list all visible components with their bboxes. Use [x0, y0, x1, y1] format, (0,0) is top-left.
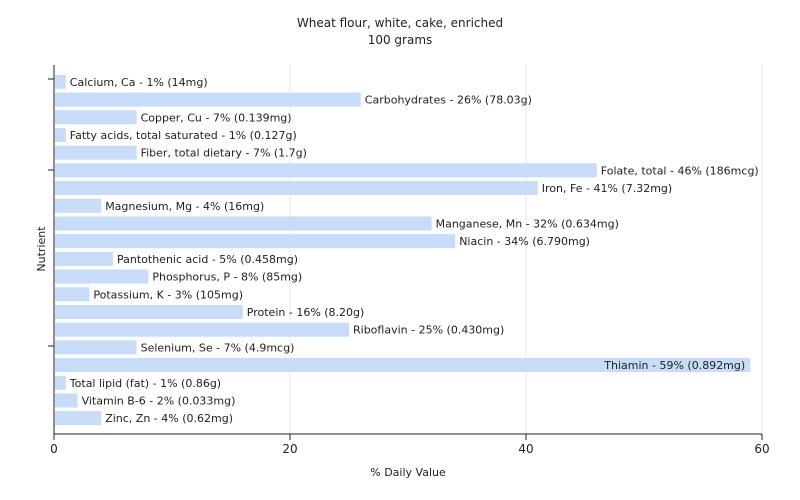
bar-label: Potassium, K - 3% (105mg)	[93, 288, 243, 301]
bars-group	[55, 74, 751, 426]
plot-area	[54, 65, 762, 434]
bar	[55, 110, 137, 125]
x-tick-label: 40	[518, 442, 533, 456]
bar	[55, 340, 137, 355]
bar-label: Fatty acids, total saturated - 1% (0.127…	[70, 129, 297, 142]
y-axis-title: Nutrient	[35, 226, 48, 272]
bar	[55, 127, 66, 142]
bar-label: Iron, Fe - 41% (7.32mg)	[542, 182, 672, 195]
x-tick-label: 20	[282, 442, 297, 456]
bar-label: Niacin - 34% (6.790mg)	[459, 235, 590, 248]
chart-subtitle: 100 grams	[368, 33, 433, 47]
bar	[55, 198, 102, 213]
bar-label: Calcium, Ca - 1% (14mg)	[70, 76, 208, 89]
bar	[55, 304, 243, 319]
bar-label: Zinc, Zn - 4% (0.62mg)	[105, 412, 233, 425]
bar-label: Total lipid (fat) - 1% (0.86g)	[69, 377, 221, 390]
bar	[55, 287, 90, 302]
bar-label: Copper, Cu - 7% (0.139mg)	[141, 111, 292, 124]
bar-label: Protein - 16% (8.20g)	[247, 306, 365, 319]
grid-lines	[289, 65, 763, 434]
bar	[55, 92, 361, 107]
bar	[55, 393, 78, 408]
bar	[55, 358, 751, 373]
bar-label: Phosphorus, P - 8% (85mg)	[152, 271, 302, 284]
bar	[55, 375, 66, 390]
bar	[55, 181, 538, 196]
chart-title: Wheat flour, white, cake, enriched	[297, 16, 503, 30]
bar	[55, 216, 432, 231]
bar	[55, 234, 456, 249]
bar	[55, 269, 149, 284]
x-tick-label: 60	[754, 442, 769, 456]
bar	[55, 251, 113, 266]
bar-labels-group: Calcium, Ca - 1% (14mg) Carbohydrates - 2…	[69, 76, 759, 425]
bar-label: Pantothenic acid - 5% (0.458mg)	[117, 253, 298, 266]
x-axis-ticks: 0 20 40 60	[50, 434, 770, 456]
bar-label: Riboflavin - 25% (0.430mg)	[353, 324, 504, 337]
bar-label: Magnesium, Mg - 4% (16mg)	[105, 200, 264, 213]
bar-label: Folate, total - 46% (186mcg)	[601, 164, 759, 177]
bar	[55, 322, 349, 337]
bar-label: Carbohydrates - 26% (78.03g)	[365, 94, 532, 107]
x-tick-label: 0	[50, 442, 58, 456]
x-axis-title: % Daily Value	[370, 466, 446, 479]
bar	[55, 411, 102, 426]
y-axis-ticks	[48, 78, 54, 347]
bar	[55, 163, 597, 178]
bar-label: Vitamin B-6 - 2% (0.033mg)	[82, 394, 236, 407]
bar	[55, 74, 66, 89]
bar-label: Thiamin - 59% (0.892mg)	[603, 359, 745, 372]
bar-label: Manganese, Mn - 32% (0.634mg)	[436, 217, 619, 230]
bar-label: Selenium, Se - 7% (4.9mcg)	[141, 341, 295, 354]
bar-label: Fiber, total dietary - 7% (1.7g)	[141, 147, 307, 160]
bar	[55, 145, 137, 160]
